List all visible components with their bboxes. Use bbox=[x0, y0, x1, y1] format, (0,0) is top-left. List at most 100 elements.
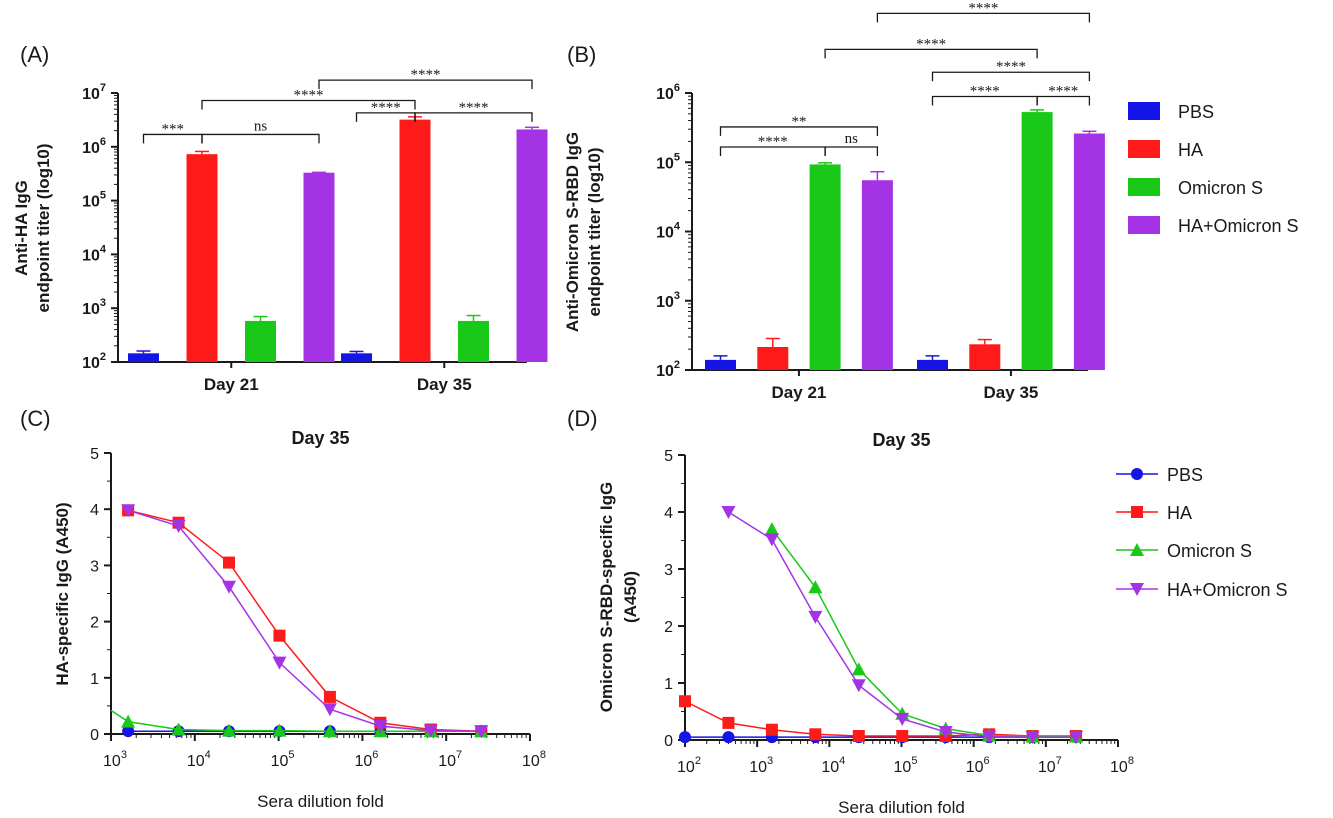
point-ha bbox=[223, 556, 236, 569]
y-tick-label: 107 bbox=[82, 82, 106, 103]
x-tick-label: 106 bbox=[354, 749, 378, 770]
bar-pbs-day-35 bbox=[917, 359, 948, 370]
y-axis-title: Anti-Omicron S-RBD IgG endpoint titer (lo… bbox=[563, 132, 604, 332]
y-tick-label: 0 bbox=[664, 733, 673, 750]
y-tick-label: 103 bbox=[82, 297, 106, 318]
series-line-ha-omicron-s bbox=[728, 511, 1077, 738]
y-axis-title-line: (A450) bbox=[621, 571, 640, 623]
bar-omicron-s-day-21 bbox=[245, 320, 276, 362]
chart-title: Day 35 bbox=[291, 428, 349, 448]
series-line-ha-omicron-s bbox=[127, 509, 482, 732]
significance-label: ** bbox=[791, 114, 806, 130]
y-axis-title: Omicron S-RBD-specific IgG (A450) bbox=[597, 482, 640, 712]
y-tick-label: 105 bbox=[82, 190, 106, 211]
bar-ha-omicron-s-day-35 bbox=[1073, 133, 1105, 370]
legend-label: PBS bbox=[1167, 465, 1203, 485]
y-axis-title: HA-specific IgG (A450) bbox=[53, 502, 72, 685]
y-axis-title-line: endpoint titer (log10) bbox=[585, 147, 604, 316]
category-label: Day 21 bbox=[204, 375, 259, 394]
y-tick-label: 4 bbox=[90, 502, 99, 519]
legend-label: HA+Omicron S bbox=[1178, 216, 1299, 236]
point-ha bbox=[722, 716, 735, 729]
y-tick-label: 5 bbox=[664, 448, 673, 465]
y-tick-label: 3 bbox=[664, 562, 673, 579]
significance-label: **** bbox=[411, 67, 441, 83]
point-pbs bbox=[679, 731, 691, 744]
point-ha-omicron-s bbox=[982, 730, 997, 744]
chart-panel-d: 0 1 2 3 4 5 102 103 104 105 106 107 108 Day 35 Sera di… bbox=[597, 430, 1134, 817]
point-ha bbox=[809, 728, 822, 741]
x-tick-label: 104 bbox=[187, 749, 211, 770]
y-tick-label: 1 bbox=[90, 671, 99, 688]
legend-marker-ha-omicron-s bbox=[1130, 583, 1144, 596]
x-tick-label: 108 bbox=[522, 749, 546, 770]
bar-ha-omicron-s-day-35 bbox=[516, 129, 548, 362]
significance-label: ns bbox=[845, 131, 859, 147]
bar-omicron-s-day-35 bbox=[1021, 112, 1053, 370]
point-ha bbox=[323, 690, 336, 703]
chart-title: Day 35 bbox=[872, 430, 930, 450]
point-omicron-s bbox=[851, 662, 866, 676]
x-tick-label: 103 bbox=[749, 755, 773, 776]
y-tick-label: 106 bbox=[82, 136, 106, 157]
chart-panel-a: 102 103 104 105 106 107 Anti-HA IgG endpoint ti… bbox=[12, 67, 548, 394]
chart-panel-b: 102 103 104 105 106 Anti-Omicron S-RBD IgG end… bbox=[563, 0, 1105, 402]
panel-letter-c: (C) bbox=[20, 406, 51, 431]
significance-label: **** bbox=[916, 36, 946, 52]
bar-ha-day-21 bbox=[186, 154, 218, 362]
bar-ha-day-35 bbox=[399, 119, 431, 363]
y-axis-title-line: Anti-Omicron S-RBD IgG bbox=[563, 132, 582, 332]
x-tick-label: 103 bbox=[103, 749, 127, 770]
point-ha-omicron-s bbox=[474, 725, 489, 739]
point-ha-omicron-s bbox=[721, 506, 736, 519]
y-tick-label: 102 bbox=[82, 351, 106, 372]
significance-bracket bbox=[201, 133, 320, 144]
bar-omicron-s-day-21 bbox=[809, 164, 841, 370]
y-tick-label: 104 bbox=[82, 243, 107, 264]
point-ha-omicron-s bbox=[423, 724, 438, 738]
x-tick-label: 107 bbox=[1038, 755, 1062, 776]
significance-label: **** bbox=[758, 134, 788, 150]
point-omicron-s bbox=[808, 580, 823, 594]
legend-marker-ha bbox=[1131, 506, 1143, 518]
y-tick-label: 102 bbox=[656, 359, 680, 380]
y-tick-label: 104 bbox=[656, 221, 681, 242]
significance-label: *** bbox=[162, 121, 185, 137]
point-ha bbox=[896, 730, 909, 743]
point-omicron-s bbox=[764, 522, 779, 536]
point-ha bbox=[765, 723, 778, 736]
y-tick-label: 5 bbox=[90, 446, 99, 463]
significance-bracket bbox=[824, 146, 879, 157]
y-tick-label: 1 bbox=[664, 676, 673, 693]
significance-label: **** bbox=[996, 59, 1026, 75]
point-ha-omicron-s bbox=[938, 726, 953, 740]
series-line-ha bbox=[127, 509, 482, 732]
series-line-ha bbox=[684, 700, 1077, 737]
legend-line: PBS HA Omicron S HA+Omicron S bbox=[1116, 465, 1288, 600]
point-pbs bbox=[722, 731, 735, 744]
point-ha-omicron-s bbox=[322, 703, 337, 717]
bar-ha-day-21 bbox=[757, 346, 789, 370]
significance-bracket bbox=[719, 126, 879, 136]
bar-ha-omicron-s-day-21 bbox=[303, 172, 335, 362]
significance-label: **** bbox=[294, 88, 324, 104]
point-ha-omicron-s bbox=[222, 580, 237, 594]
point-ha-omicron-s bbox=[1025, 731, 1040, 745]
significance-bracket bbox=[318, 79, 533, 90]
significance-label: ns bbox=[254, 118, 268, 134]
y-axis-title-line: Omicron S-RBD-specific IgG bbox=[597, 482, 616, 712]
y-axis-title: Anti-HA IgG endpoint titer (log10) bbox=[12, 143, 53, 312]
significance-label: **** bbox=[968, 0, 998, 16]
point-ha-omicron-s bbox=[808, 610, 823, 624]
significance-bracket bbox=[201, 99, 416, 110]
y-tick-label: 3 bbox=[90, 558, 99, 575]
category-label: Day 35 bbox=[417, 375, 472, 394]
significance-label: **** bbox=[970, 83, 1000, 99]
point-ha bbox=[273, 629, 286, 642]
significance-label: **** bbox=[371, 100, 401, 116]
y-tick-label: 2 bbox=[664, 619, 673, 636]
legend-swatch-ha-omicron-s bbox=[1128, 216, 1160, 234]
legend-marker-omicron-s bbox=[1130, 543, 1144, 556]
x-tick-label: 102 bbox=[677, 755, 701, 776]
bar-pbs-day-35 bbox=[341, 353, 372, 362]
